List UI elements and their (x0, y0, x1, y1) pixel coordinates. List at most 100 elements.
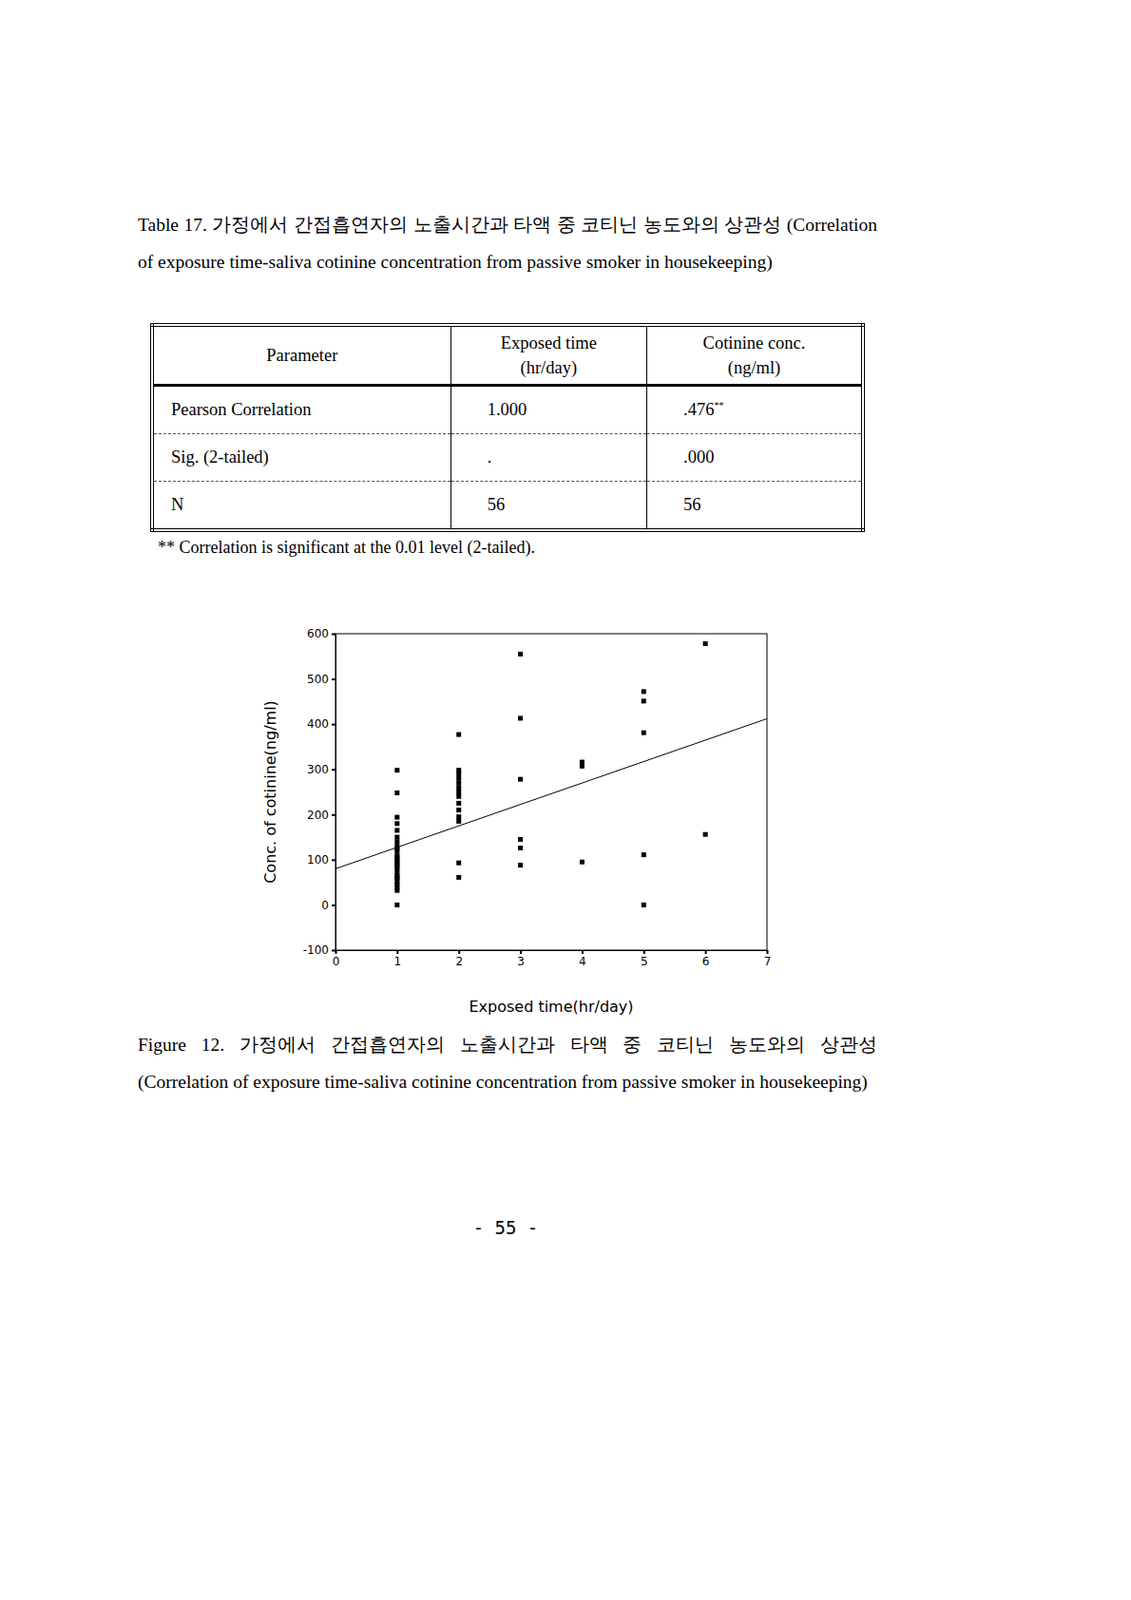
y-tick: -100 (303, 943, 336, 958)
point (517, 777, 523, 783)
y-axis-line (335, 634, 337, 952)
point (517, 862, 523, 868)
point (456, 801, 461, 806)
point (394, 902, 400, 908)
header-cell: Exposed time(hr/day) (450, 325, 647, 386)
table-cell: Pearson Correlation (152, 385, 451, 435)
trend-line (335, 718, 767, 869)
point (456, 780, 461, 786)
plot-frame (335, 633, 767, 951)
y-tick-mark (331, 814, 336, 817)
y-tick-label: 100 (306, 853, 329, 867)
point (394, 790, 400, 796)
y-tick: 200 (306, 808, 336, 823)
point (394, 821, 400, 826)
x-tick: 7 (764, 950, 772, 969)
y-tick-label: -100 (303, 943, 329, 958)
x-tick-mark (519, 950, 522, 955)
point (517, 651, 523, 657)
x-tick-label: 5 (640, 955, 649, 969)
x-tick-mark (766, 950, 769, 955)
point (394, 860, 400, 865)
table: ParameterExposed time(hr/day)Cotinine co… (150, 323, 865, 533)
x-tick-label: 1 (394, 955, 403, 969)
page-number: - 55 - (0, 1217, 1012, 1239)
header-text: (hr/day) (451, 355, 647, 381)
y-tick: 500 (306, 672, 336, 687)
y-tick-label: 300 (306, 763, 329, 777)
point (456, 814, 461, 820)
point (456, 785, 461, 790)
header-text: Exposed time (451, 330, 647, 356)
point (394, 827, 400, 833)
table-cell: Sig. (2-tailed) (152, 434, 451, 482)
point (394, 767, 400, 773)
point (394, 855, 400, 861)
y-tick-mark (331, 859, 336, 862)
x-tick: 2 (455, 950, 463, 969)
x-tick: 4 (578, 950, 587, 969)
point (394, 815, 400, 821)
footnote: ** Correlation is significant at the 0.0… (157, 537, 536, 558)
x-tick-mark (705, 950, 708, 955)
y-tick-mark (331, 768, 336, 771)
y-tick: 400 (306, 717, 336, 731)
header-cell: Cotinine conc.(ng/ml) (647, 325, 864, 386)
x-tick-label: 7 (764, 955, 772, 969)
point (394, 835, 400, 841)
point (641, 689, 647, 694)
x-tick-label: 3 (517, 955, 525, 969)
table-cell: 1.000 (450, 385, 647, 435)
header-text: Parameter (153, 343, 451, 368)
table-caption: Table 17. 가정에서 간접흡연자의 노출시간과 타액 중 코티닌 농도와… (137, 206, 878, 281)
y-tick-mark (331, 724, 336, 727)
point (579, 760, 585, 766)
y-tick-mark (331, 950, 336, 953)
x-tick-label: 2 (455, 955, 463, 969)
x-axis-line (336, 950, 768, 952)
point (517, 715, 523, 721)
y-axis-title: Conc. of cotinine(ng/ml) (261, 700, 280, 884)
x-tick: 6 (702, 950, 710, 969)
point (456, 776, 461, 782)
x-tick: 5 (640, 950, 649, 969)
y-tick: 100 (306, 853, 336, 867)
point (394, 863, 400, 869)
point (579, 764, 585, 769)
x-tick-mark (643, 950, 646, 955)
y-tick-label: 500 (306, 672, 329, 687)
point (456, 789, 461, 795)
point (641, 902, 647, 908)
cell-superscript: ** (713, 400, 724, 411)
y-tick-mark (331, 904, 336, 907)
point (456, 807, 461, 813)
y-tick-label: 400 (306, 717, 329, 731)
y-tick: 0 (321, 899, 336, 913)
point (641, 730, 647, 736)
point (456, 794, 461, 800)
point (703, 832, 709, 838)
table-row: Sig. (2-tailed)..000 (152, 434, 863, 482)
table-cell: 56 (450, 481, 647, 532)
x-tick-mark (396, 950, 399, 955)
y-tick: 300 (306, 763, 336, 777)
header-text: Cotinine conc. (647, 330, 862, 356)
point (517, 845, 523, 851)
point (641, 698, 647, 704)
point (456, 875, 461, 881)
point (641, 852, 647, 858)
table-cell: .476** (647, 385, 864, 435)
x-tick-mark (581, 950, 584, 955)
y-tick-label: 0 (321, 899, 329, 913)
point (703, 641, 709, 647)
figure-caption: Figure 12. 가정에서 간접흡연자의 노출시간과 타액 중 코티닌 농도… (137, 1026, 878, 1101)
point (579, 860, 585, 865)
table-header-row: ParameterExposed time(hr/day)Cotinine co… (152, 325, 863, 386)
y-tick-mark (331, 678, 336, 681)
x-axis-title: Exposed time(hr/day) (468, 997, 633, 1016)
table-row: N5656 (152, 481, 863, 532)
point (456, 732, 461, 738)
point (517, 837, 523, 843)
point (456, 819, 461, 825)
y-axis: -1000100200300400500600 (303, 627, 337, 958)
